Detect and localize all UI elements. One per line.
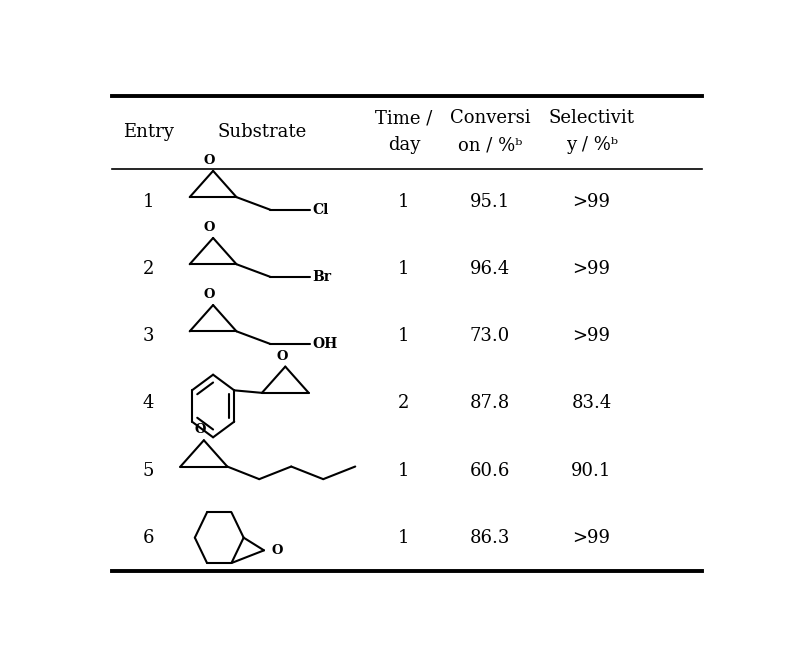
Text: O: O — [276, 350, 287, 363]
Text: 83.4: 83.4 — [572, 394, 611, 413]
Text: >99: >99 — [572, 260, 611, 278]
Text: 95.1: 95.1 — [470, 193, 510, 211]
Text: 96.4: 96.4 — [470, 260, 510, 278]
Text: on / %ᵇ: on / %ᵇ — [458, 136, 522, 154]
Text: 5: 5 — [143, 462, 154, 480]
Text: O: O — [272, 544, 283, 557]
Text: O: O — [195, 423, 206, 436]
Text: O: O — [204, 221, 215, 234]
Text: 4: 4 — [143, 394, 154, 413]
Text: 60.6: 60.6 — [470, 462, 511, 480]
Text: >99: >99 — [572, 193, 611, 211]
Text: day: day — [387, 136, 420, 154]
Text: Entry: Entry — [123, 123, 174, 141]
Text: Cl: Cl — [312, 203, 329, 216]
Text: 73.0: 73.0 — [470, 327, 510, 345]
Text: 1: 1 — [398, 327, 410, 345]
Text: O: O — [204, 288, 215, 301]
Text: 1: 1 — [398, 529, 410, 546]
Text: 87.8: 87.8 — [470, 394, 510, 413]
Text: Substrate: Substrate — [218, 123, 307, 141]
Text: Selectivit: Selectivit — [549, 109, 634, 127]
Text: 1: 1 — [398, 193, 410, 211]
Text: OH: OH — [312, 337, 337, 351]
Text: 1: 1 — [398, 260, 410, 278]
Text: Conversi: Conversi — [449, 109, 530, 127]
Text: >99: >99 — [572, 529, 611, 546]
Text: 1: 1 — [398, 462, 410, 480]
Text: 2: 2 — [143, 260, 154, 278]
Text: y / %ᵇ: y / %ᵇ — [565, 136, 618, 154]
Text: Time /: Time / — [375, 109, 433, 127]
Text: 3: 3 — [143, 327, 154, 345]
Text: 86.3: 86.3 — [470, 529, 511, 546]
Text: 2: 2 — [398, 394, 410, 413]
Text: 6: 6 — [143, 529, 154, 546]
Text: >99: >99 — [572, 327, 611, 345]
Text: 1: 1 — [143, 193, 154, 211]
Text: O: O — [204, 154, 215, 167]
Text: 90.1: 90.1 — [572, 462, 611, 480]
Text: Br: Br — [312, 270, 331, 284]
